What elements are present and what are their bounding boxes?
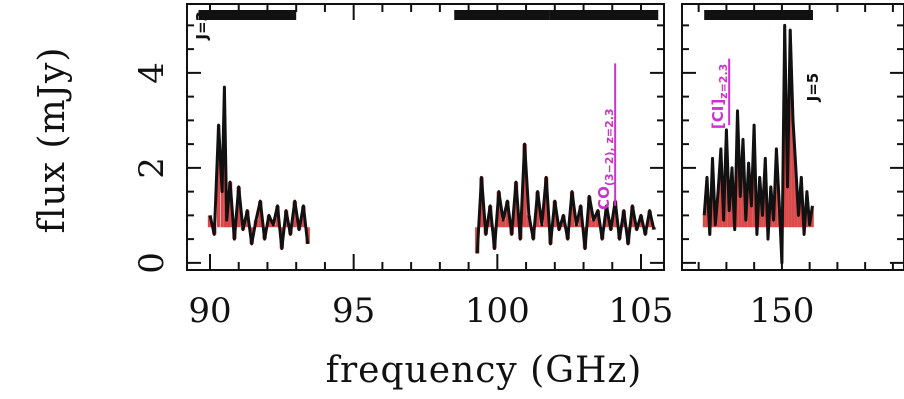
spectrum-bin [513, 182, 519, 228]
line-marker-label: [CI]z=2.3 [709, 64, 730, 129]
spectrum-bin [727, 210, 731, 228]
spectrum-bin [797, 215, 800, 228]
spectrum-bin [227, 182, 233, 228]
x-tick-label: 150 [749, 291, 814, 331]
coverage-bar [198, 10, 297, 20]
y-tick-label: 0 [132, 252, 172, 274]
spectrum-bin [612, 201, 618, 228]
spectrum-bin [500, 220, 506, 228]
x-tick-label: 100 [465, 291, 530, 331]
left-frame [186, 3, 665, 271]
spectrum-bin [220, 191, 224, 228]
spectrum-bin [236, 186, 241, 228]
spectrum-bin [719, 148, 723, 228]
transition-label: J=3 [193, 11, 211, 41]
left-panel: CO(3−2), z=2.3 J=3 90 95 100 105 0 2 4 [132, 3, 674, 331]
spectrum-bin [786, 186, 789, 228]
right-panel: [CI]z=2.3 J=5 150 [681, 3, 904, 331]
spectrum-bin [292, 201, 297, 228]
spectrum-bin [544, 177, 549, 228]
x-tick-label: 105 [609, 291, 674, 331]
spectrum-bin [749, 205, 753, 228]
y-tick-label: 2 [132, 157, 172, 179]
coverage-bar [704, 10, 813, 20]
coverage-bar [454, 10, 550, 20]
spectrum-bin [794, 167, 798, 228]
spectrum-bin [725, 129, 728, 228]
left-plot-area [198, 10, 659, 254]
spectrum-bin [761, 215, 764, 228]
spectrum-line [702, 23, 814, 265]
spectrum-bin [744, 220, 748, 228]
spectrum-bin [591, 220, 596, 228]
spectrum-bin [722, 220, 726, 228]
right-frame [681, 3, 904, 271]
spectrum-bin [791, 120, 795, 228]
spectrum-bin [569, 191, 575, 228]
right-plot-area [702, 10, 814, 265]
spectrum-bin [522, 144, 527, 228]
spectrum-bin [811, 205, 814, 228]
x-axis-label: frequency (GHz) [326, 350, 643, 391]
coverage-bar [549, 10, 659, 20]
spectrum-bin [505, 201, 510, 228]
spectrum-line [208, 85, 310, 251]
y-axis-label: flux (mJy) [32, 47, 73, 234]
spectrum-bin [738, 196, 742, 228]
spectrum-bin [702, 215, 706, 228]
spectrum-bin [747, 163, 750, 228]
spectrum-bin [647, 210, 652, 228]
line-marker-label: CO(3−2), z=2.3 [595, 108, 616, 209]
spectrum-bin [224, 220, 229, 228]
spectrum-bin [772, 220, 775, 228]
spectrum-bin [535, 191, 540, 228]
x-tick-label: 90 [188, 291, 231, 331]
x-tick-label: 95 [332, 291, 375, 331]
transition-label: J=5 [804, 73, 822, 103]
spectrum-line [475, 142, 656, 254]
spectrum-bin [216, 125, 221, 228]
spectrum-bin [788, 30, 792, 228]
y-tick-label: 4 [132, 62, 172, 84]
